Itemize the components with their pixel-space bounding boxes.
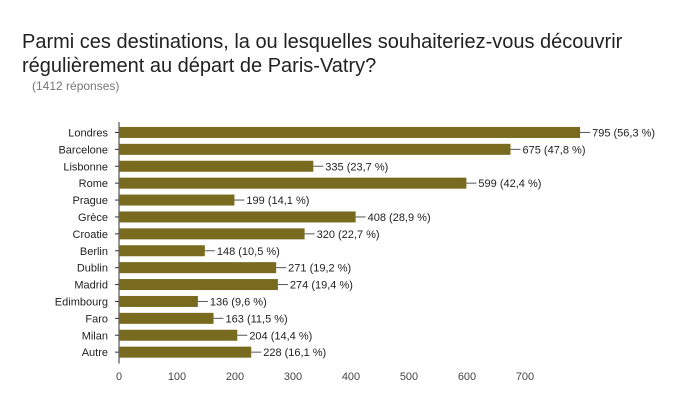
category-label: Rome [79,178,108,190]
chart-title: Parmi ces destinations, la ou lesquelles… [22,31,623,77]
data-label: 163 (11,5 %) [226,313,288,325]
data-label: 675 (47,8 %) [523,144,586,156]
bar [119,126,581,138]
bar [119,312,214,324]
data-label: 335 (23,7 %) [325,161,388,173]
category-label: Milan [82,330,108,342]
category-label: Barcelone [58,144,108,156]
data-label: 204 (14,4 %) [249,330,312,342]
data-label: 228 (16,1 %) [263,347,326,359]
data-label: 274 (19,4 %) [290,280,353,292]
data-label: 320 (22,7 %) [317,229,380,241]
bar [119,262,277,274]
data-label: 599 (42,4 %) [478,178,541,190]
x-tick-label: 400 [342,371,360,383]
category-label: Madrid [74,280,108,292]
bar [119,279,278,291]
bar [119,228,305,240]
category-label: Faro [85,313,108,325]
x-tick-label: 0 [116,371,122,383]
bar [119,329,238,341]
chart-subtitle: (1412 réponses) [32,79,120,93]
bar [119,211,356,223]
category-label: Berlin [80,246,108,258]
category-label: Edimbourg [55,296,108,308]
bar [119,295,198,307]
x-tick-label: 700 [516,371,534,383]
bar [119,160,314,172]
x-tick-label: 300 [284,371,302,383]
category-label: Autre [82,347,108,359]
category-label: Lisbonne [63,161,108,173]
x-tick-label: 600 [458,371,476,383]
bar [119,177,467,189]
category-label: Croatie [73,229,108,241]
category-label: Grèce [78,212,108,224]
category-label: Dublin [77,263,108,275]
data-label: 795 (56,3 %) [592,127,655,139]
data-label: 148 (10,5 %) [217,246,280,258]
category-label: Londres [68,127,108,139]
data-label: 408 (28,9 %) [368,212,431,224]
data-label: 199 (14,1 %) [246,195,309,207]
bar [119,245,205,257]
data-label: 136 (9,6 %) [210,296,267,308]
category-label: Prague [73,195,108,207]
bar [119,143,511,155]
x-tick-label: 200 [226,371,244,383]
x-tick-label: 500 [400,371,418,383]
bar [119,194,235,206]
bar [119,346,252,358]
data-label: 271 (19,2 %) [288,263,351,275]
x-tick-label: 100 [168,371,186,383]
